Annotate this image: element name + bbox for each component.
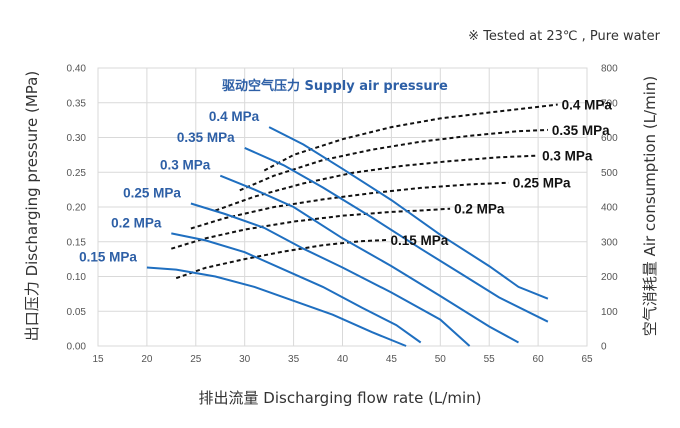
discharge-series-label: 0.15 MPa <box>79 249 137 264</box>
discharge-curve-0-4-MPa <box>268 126 549 300</box>
y-right-tick-label: 100 <box>601 307 618 318</box>
discharge-series-label: 0.2 MPa <box>111 215 162 230</box>
x-tick-label: 50 <box>435 354 447 365</box>
y-right-tick-label: 200 <box>601 272 618 283</box>
x-tick-label: 40 <box>337 354 349 365</box>
y-right-tick-label: 800 <box>601 64 618 75</box>
y-left-tick-label: 0.10 <box>67 272 87 283</box>
y-left-tick-label: 0.35 <box>67 98 87 109</box>
y-right-axis-title: 空气消耗量 Air consumption (L/min) <box>641 76 659 336</box>
x-tick-label: 25 <box>190 354 202 365</box>
air-series-label: 0.2 MPa <box>454 202 505 217</box>
y-right-axis-ticks: 0 100 200 300 400 500 600 700 800 <box>601 64 618 353</box>
air-series-label: 0.35 MPa <box>552 123 610 138</box>
y-left-tick-label: 0.05 <box>67 307 87 318</box>
series-labels: 0.4 MPa 0.35 MPa 0.3 MPa 0.25 MPa 0.2 MPa 0.1… <box>79 97 612 264</box>
supply-air-pressure-title: 驱动空气压力 Supply air pressure <box>222 78 448 94</box>
test-note: ※ Tested at 23℃ , Pure water <box>468 29 660 44</box>
air-curve-0-15-MPa <box>175 239 387 280</box>
y-left-tick-label: 0.00 <box>67 342 87 353</box>
y-left-tick-label: 0.30 <box>67 133 87 144</box>
air-curve-0-3-MPa <box>215 154 539 212</box>
x-tick-label: 45 <box>386 354 398 365</box>
x-tick-label: 30 <box>239 354 251 365</box>
discharge-curve-0-3-MPa <box>219 174 519 344</box>
y-left-axis-title: 出口压力 Discharging pressure (MPa) <box>23 71 41 341</box>
y-left-tick-label: 0.20 <box>67 203 87 214</box>
y-right-tick-label: 0 <box>601 342 607 353</box>
y-left-tick-label: 0.25 <box>67 168 87 179</box>
discharge-curve-0-15-MPa <box>146 266 407 347</box>
discharge-series-label: 0.25 MPa <box>123 186 181 201</box>
x-tick-label: 35 <box>288 354 300 365</box>
x-axis-ticks: 15 20 25 30 35 40 45 50 55 60 65 <box>92 354 593 365</box>
y-right-tick-label: 700 <box>601 98 618 109</box>
x-tick-label: 55 <box>484 354 496 365</box>
discharge-curve-0-2-MPa <box>171 232 422 344</box>
y-right-tick-label: 400 <box>601 203 618 214</box>
discharge-series-label: 0.35 MPa <box>177 130 235 145</box>
y-left-tick-label: 0.40 <box>67 64 87 75</box>
air-curve-0-4-MPa <box>263 103 558 172</box>
x-tick-label: 60 <box>533 354 545 365</box>
air-curve-0-2-MPa <box>171 207 451 250</box>
discharge-pressure-series <box>146 126 549 347</box>
y-left-tick-label: 0.15 <box>67 237 87 248</box>
discharge-curve-0-35-MPa <box>244 146 549 323</box>
air-series-label: 0.15 MPa <box>391 233 449 248</box>
x-tick-label: 15 <box>92 354 104 365</box>
x-tick-label: 20 <box>141 354 153 365</box>
discharge-curve-0-25-MPa <box>190 202 471 347</box>
air-series-label: 0.25 MPa <box>513 176 571 191</box>
air-series-label: 0.4 MPa <box>562 97 613 112</box>
y-right-tick-label: 500 <box>601 168 618 179</box>
x-axis-title: 排出流量 Discharging flow rate (L/min) <box>199 389 482 407</box>
y-right-tick-label: 600 <box>601 133 618 144</box>
discharge-series-label: 0.3 MPa <box>160 158 211 173</box>
grid <box>97 67 588 347</box>
x-tick-label: 65 <box>581 354 593 365</box>
air-series-label: 0.3 MPa <box>542 149 593 164</box>
y-left-axis-ticks: 0.00 0.05 0.10 0.15 0.20 0.25 0.30 0.35 0.40 <box>67 64 87 353</box>
y-right-tick-label: 300 <box>601 237 618 248</box>
discharge-series-label: 0.4 MPa <box>209 109 260 124</box>
air-curve-0-35-MPa <box>239 128 548 192</box>
